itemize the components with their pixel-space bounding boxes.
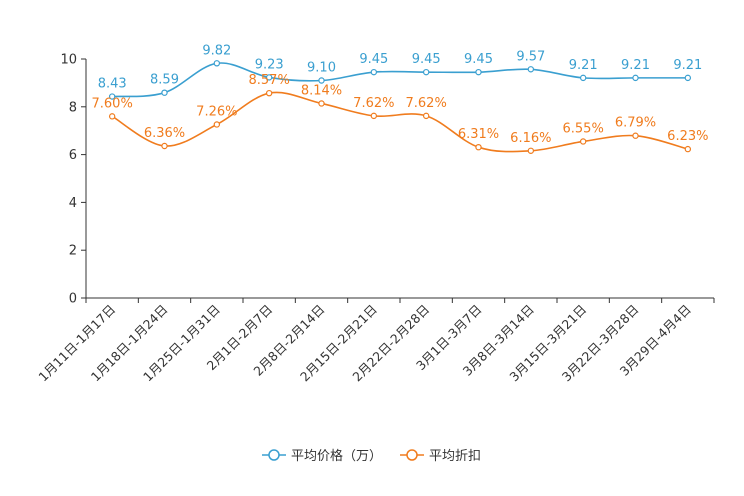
price-point (422, 68, 430, 76)
price-data-label: 9.21 (673, 58, 702, 73)
discount-point (475, 143, 482, 151)
legend-discount-label: 平均折扣 (429, 449, 481, 464)
price-point (632, 74, 639, 82)
discount-point (422, 112, 430, 120)
legend-item-price[interactable]: 平均价格（万） (262, 448, 382, 464)
price-point (161, 89, 168, 96)
discount-data-label: 7.60% (92, 96, 133, 111)
price-data-label: 9.57 (516, 49, 545, 64)
price-series-line (112, 62, 688, 98)
price-point (684, 74, 692, 82)
series-lines (111, 62, 689, 153)
discount-point (318, 100, 325, 107)
data-labels: 8.43 8.59 9.82 9.23 9.10 9.45 9.45 9.45 9.57 9.21… (92, 43, 709, 145)
price-data-label: 9.21 (621, 58, 650, 73)
discount-point (632, 132, 639, 139)
discount-data-label: 6.79% (615, 116, 656, 131)
y-tick-label: 2 (69, 244, 77, 259)
discount-data-label: 6.36% (144, 126, 185, 141)
discount-point (370, 112, 378, 120)
discount-data-label: 6.16% (510, 131, 551, 146)
price-point (213, 60, 221, 67)
discount-data-label: 7.26% (196, 104, 237, 119)
price-data-label: 8.59 (150, 73, 179, 88)
price-data-label: 9.45 (412, 52, 441, 67)
legend-discount-marker-icon (406, 449, 418, 461)
price-data-label: 9.82 (202, 43, 231, 58)
y-tick-label: 10 (60, 53, 77, 68)
discount-point (579, 138, 587, 145)
legend-item-discount[interactable]: 平均折扣 (400, 449, 481, 464)
discount-point (108, 113, 116, 120)
price-point (265, 74, 273, 81)
price-point (370, 68, 378, 76)
discount-point (527, 147, 535, 154)
price-data-label: 9.45 (464, 52, 493, 67)
y-tick-label: 8 (69, 100, 77, 115)
discount-data-label: 6.55% (563, 121, 604, 136)
y-tick-label: 4 (69, 196, 77, 211)
price-point (318, 77, 325, 84)
discount-point (161, 142, 168, 150)
price-point (108, 93, 116, 100)
discount-data-label: 7.62% (353, 96, 394, 111)
discount-data-label: 8.57% (249, 73, 290, 88)
series-points (108, 60, 692, 154)
discount-point (213, 121, 221, 128)
price-point (527, 66, 535, 73)
discount-data-label: 6.31% (458, 127, 499, 142)
y-tick-label: 0 (69, 292, 77, 307)
price-point (579, 74, 587, 82)
y-tick-label: 6 (69, 148, 77, 163)
legend[interactable]: 平均价格（万） 平均折扣 (262, 448, 481, 464)
price-data-label: 9.21 (569, 58, 598, 73)
price-data-label: 9.45 (359, 52, 388, 67)
legend-price-marker-icon (268, 449, 280, 461)
discount-point (265, 89, 273, 97)
discount-data-label: 8.14% (301, 83, 342, 98)
price-data-label: 8.43 (98, 77, 127, 92)
discount-data-label: 7.62% (406, 96, 447, 111)
price-data-label: 9.10 (307, 61, 336, 76)
discount-series-line (111, 91, 689, 153)
discount-point (684, 145, 692, 153)
price-data-label: 9.23 (255, 57, 284, 72)
price-point (475, 68, 482, 76)
legend-price-label: 平均价格（万） (291, 448, 382, 464)
discount-data-label: 6.23% (667, 129, 708, 144)
